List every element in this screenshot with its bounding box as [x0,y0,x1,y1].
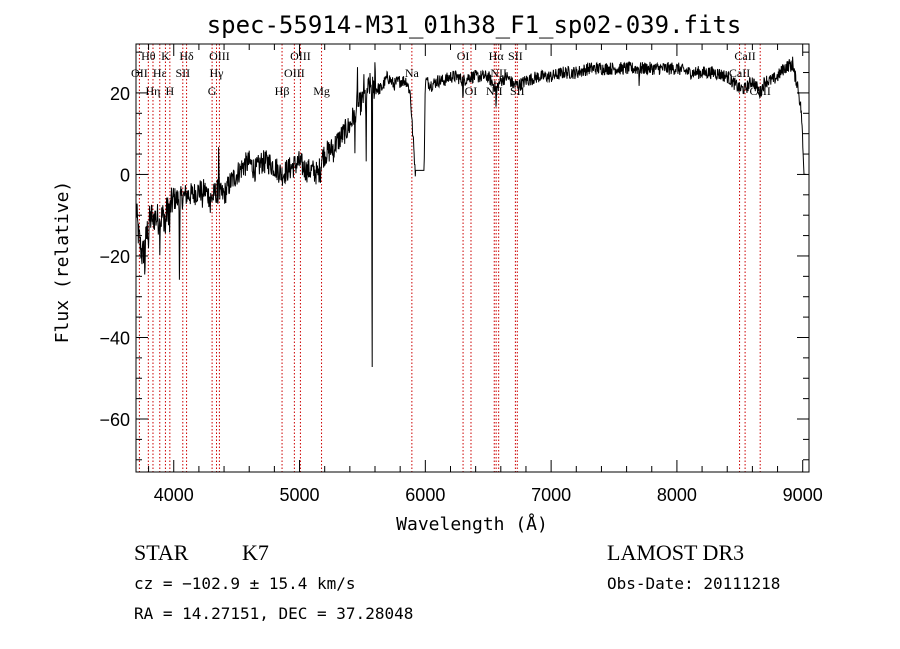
line-label-8: OIII [209,49,230,63]
line-label-4: K [161,49,170,63]
line-label-12: OIII [284,66,305,80]
survey-name: LAMOST DR3 [607,540,744,565]
chart-title: spec-55914-M31_01h38_F1_sp02-039.fits [207,11,742,39]
line-label-2: Hη [146,84,161,98]
plot-frame [135,43,810,473]
line-label-5: H [166,84,175,98]
line-label-15: Na [405,66,420,80]
line-label-14: Mg [313,84,330,98]
line-label-9: Hγ [210,66,225,80]
y-tick-label: −20 [99,247,130,267]
line-label-7: SII [175,66,190,80]
spectrum-line [135,56,807,368]
y-tick-label: −60 [99,410,130,430]
line-label-13: OIII [290,49,311,63]
line-label-0: Hθ [141,49,156,63]
x-tick-label: 4000 [154,485,194,505]
x-tick-label: 7000 [531,485,571,505]
obs-date-text: Obs-Date: 20111218 [607,574,780,593]
line-label-6: Hδ [179,49,194,63]
x-tick-label: 9000 [783,485,823,505]
x-tick-label: 6000 [405,485,445,505]
line-label-16: OI [457,49,470,63]
line-label-21: SII [508,49,523,63]
y-tick-label: 0 [120,165,130,185]
y-tick-label: 20 [110,84,130,104]
x-axis-label: Wavelength (Å) [396,513,548,535]
object-class: STAR [134,540,189,565]
line-label-11: Hβ [275,84,290,98]
line-label-10: G [208,84,217,98]
line-label-23: CaII [729,66,750,80]
line-label-17: OI [465,84,478,98]
line-label-19: Hα [489,49,505,63]
line-label-3: Hε [153,66,167,80]
y-axis-ticks: −60 −40 −20 0 20 [99,51,809,461]
x-tick-label: 5000 [280,485,320,505]
y-tick-label: −40 [99,328,130,348]
velocity-text: cz = −102.9 ± 15.4 km/s [134,574,356,593]
x-tick-label: 8000 [657,485,697,505]
coordinates-text: RA = 14.27151, DEC = 37.28048 [134,604,413,623]
spectral-line-markers [138,44,761,472]
y-axis-label: Flux (relative) [52,181,73,344]
object-subclass: K7 [242,540,269,565]
line-label-24: CaII [734,49,755,63]
x-axis-ticks: 4000 5000 6000 7000 8000 9000 [148,44,823,505]
